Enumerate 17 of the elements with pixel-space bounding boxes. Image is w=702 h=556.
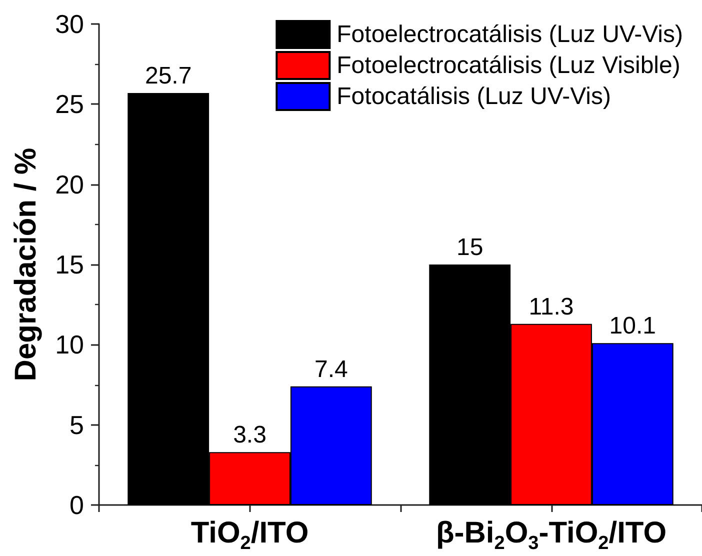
y-axis-title: Degradación / % [10, 148, 42, 382]
y-tick-label: 0 [70, 490, 84, 520]
data-label: 3.3 [233, 422, 266, 449]
y-tick-label: 10 [55, 330, 84, 360]
data-label: 10.1 [609, 312, 656, 340]
legend-label: Fotocatálisis (Luz UV-Vis) [336, 83, 611, 110]
y-tick-label: 15 [55, 250, 84, 280]
y-tick-label: 25 [55, 89, 84, 120]
y-tick-label: 20 [55, 169, 84, 200]
legend-label: Fotoelectrocatálisis (Luz Visible) [336, 52, 680, 79]
data-label: 25.7 [144, 62, 192, 90]
data-label: 11.3 [528, 293, 574, 320]
y-tick-label: 30 [55, 9, 84, 39]
data-label: 7.4 [314, 356, 348, 383]
y-tick-label: 5 [70, 410, 84, 440]
legend-label: Fotoelectrocatálisis (Luz UV-Vis) [336, 21, 684, 48]
data-label: 15 [456, 234, 484, 261]
